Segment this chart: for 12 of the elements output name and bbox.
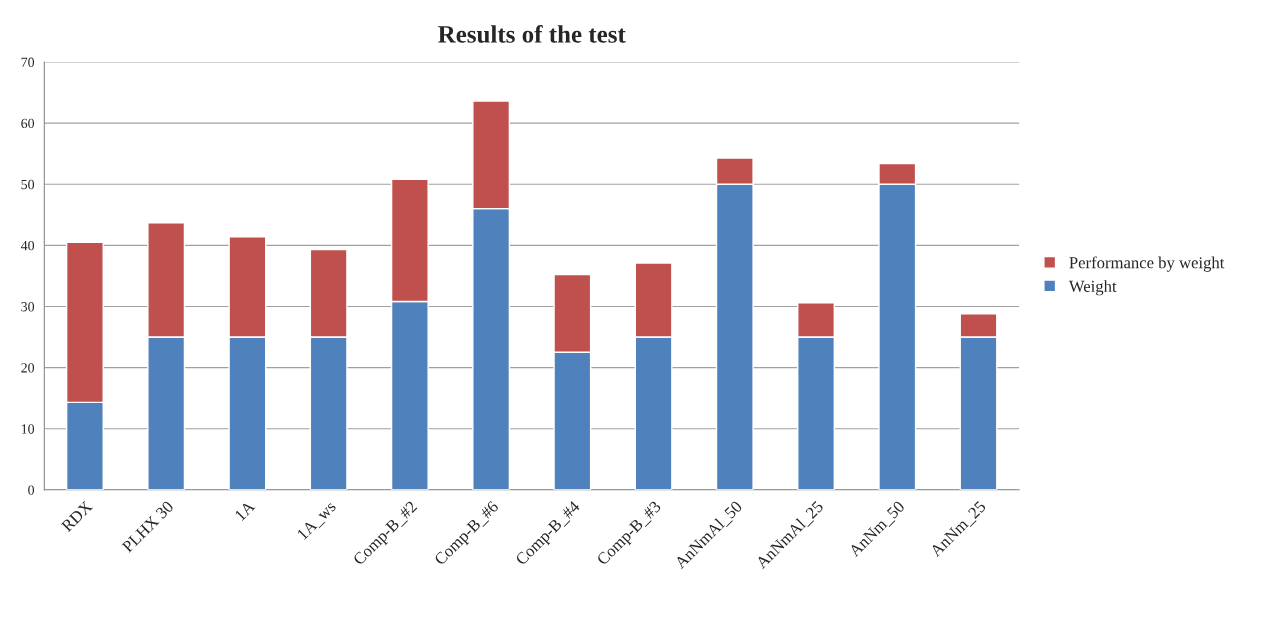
y-tick-label: 60 <box>21 118 35 129</box>
y-tick-label: 40 <box>20 240 35 251</box>
y-tick-label: 10 <box>21 424 35 434</box>
y-tick-label: 50 <box>21 179 35 190</box>
y-tick-label: 70 <box>21 57 35 67</box>
y-tick-label: 0 <box>28 485 35 495</box>
chart-title: Results of the test <box>438 24 626 43</box>
legend-label: Weight <box>1068 280 1117 296</box>
y-tick-label: 20 <box>21 363 35 373</box>
legend-label: Performance by weight <box>1069 256 1225 272</box>
y-tick-label: 30 <box>21 302 35 312</box>
x-tick-label: 1A <box>234 500 256 522</box>
